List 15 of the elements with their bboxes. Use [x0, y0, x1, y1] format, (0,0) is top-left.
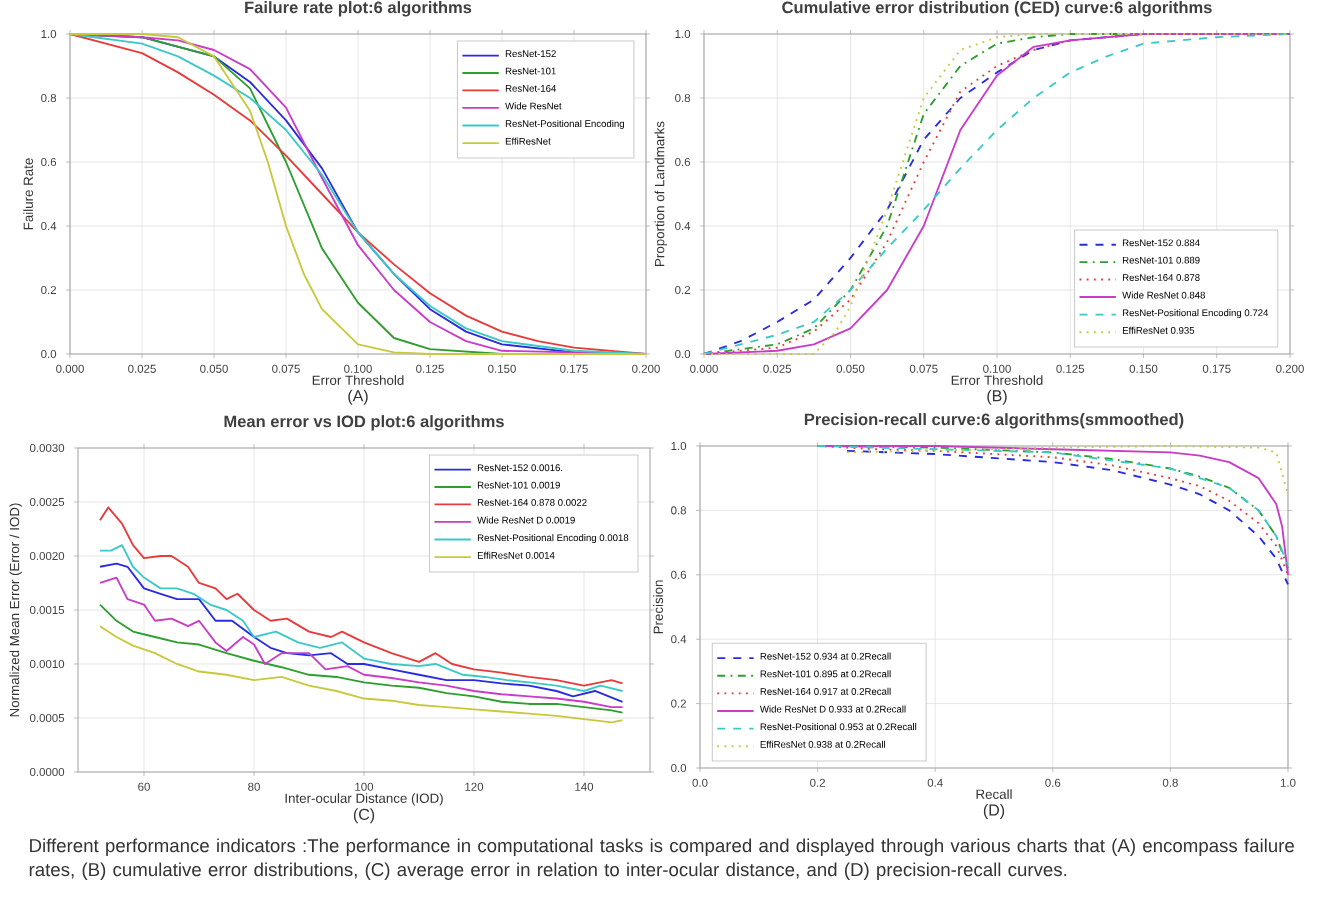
line-series: [846, 445, 1289, 496]
chart-title: Mean error vs IOD plot:6 algorithms: [224, 415, 504, 431]
chart-title: Cumulative error distribution (CED) curve:6 algorithms: [782, 1, 1212, 17]
chart-title: Failure rate plot:6 algorithms: [245, 1, 472, 17]
line-series: [99, 625, 624, 724]
text: (B): [987, 389, 1007, 405]
text: Different performance indicators :The performance in computational tasks is compared and displayed through various charts that (A) encompass failure rates, (B) cumulative error distributions, (C) average error in relation to inter-ocular distance, and (D) precision-recall curves.: [29, 838, 1294, 880]
text: (D): [983, 803, 1005, 819]
text: (C): [353, 808, 375, 824]
line-series: [99, 544, 624, 692]
line-series: [846, 449, 1289, 586]
text: (A): [348, 389, 368, 405]
chart-title: Precision-recall curve:6 algorithms(smmoothed): [804, 413, 1184, 429]
line-series: [703, 33, 1291, 355]
line-series: [69, 33, 647, 355]
